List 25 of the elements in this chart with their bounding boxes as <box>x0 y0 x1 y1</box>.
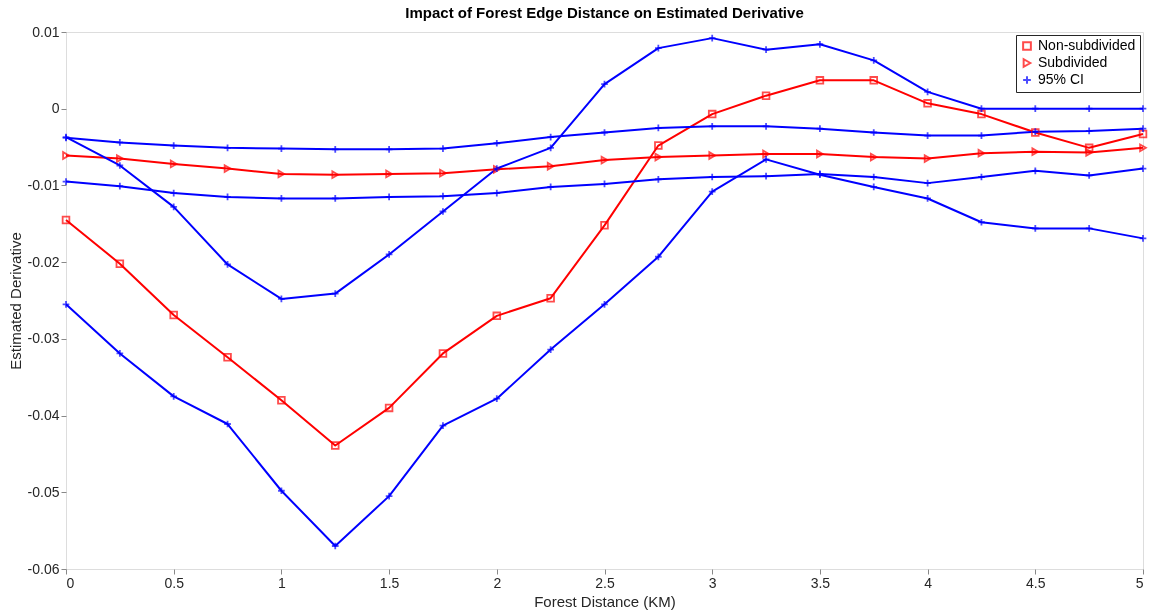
x-tick-label: 3.5 <box>810 574 831 591</box>
x-axis-title: Forest Distance (KM) <box>534 592 676 610</box>
x-tick-label: 5 <box>1135 574 1144 591</box>
x-tick-label: 4.5 <box>1026 574 1046 591</box>
y-tick-label: -0.02 <box>27 253 60 270</box>
legend-label: Subdivided <box>1038 54 1108 70</box>
chart-title: Impact of Forest Edge Distance on Estimated Derivative <box>405 4 804 21</box>
x-tick-label: 4 <box>924 574 933 591</box>
x-tick-label: 1 <box>278 574 286 591</box>
y-tick-label: -0.03 <box>27 330 60 347</box>
legend-label: 95% CI <box>1038 71 1084 87</box>
y-tick-label: -0.05 <box>27 483 60 500</box>
x-tick-label: 0 <box>66 574 75 591</box>
x-tick-label: 0.5 <box>164 574 185 591</box>
x-tick-label: 1.5 <box>379 574 400 591</box>
y-tick-label: -0.04 <box>27 407 60 424</box>
y-tick-label: -0.06 <box>27 560 60 577</box>
x-tick-label: 3 <box>708 574 717 591</box>
y-tick-label: 0 <box>51 100 60 117</box>
x-tick-label: 2.5 <box>595 574 615 591</box>
y-axis-title: Estimated Derivative <box>6 232 24 370</box>
y-tick-label: 0.01 <box>32 23 60 40</box>
x-tick-label: 2 <box>493 574 502 591</box>
legend-label: Non-subdivided <box>1038 37 1136 53</box>
y-tick-label: -0.01 <box>27 176 60 193</box>
